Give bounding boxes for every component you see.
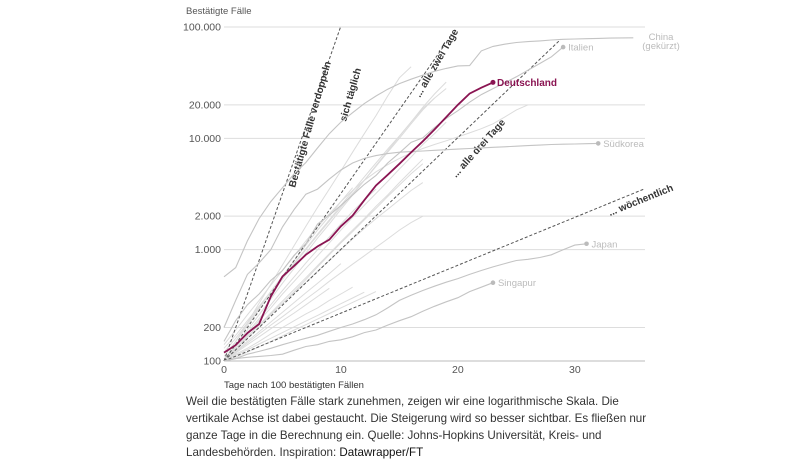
series-line — [223, 243, 587, 362]
series-line — [223, 97, 435, 349]
y-tick-label: 20.000 — [189, 99, 221, 111]
series-label: Südkorea — [603, 139, 644, 150]
series-line — [223, 37, 634, 278]
background-series — [223, 66, 529, 362]
labeled-series: China(gekürzt) Italien Südkorea Japan Singap… — [223, 32, 680, 362]
grid: 100 200 1.000 2.000 10.000 20.000 100.000 0 10 20… — [183, 22, 645, 376]
reference-line — [223, 26, 342, 362]
reference-label-two-days: ... alle zwei Tage — [413, 27, 461, 100]
series-line — [223, 291, 377, 362]
line-chart: Bestätigte Fälle 1002001.0002.00010.0002… — [183, 6, 680, 391]
reference-line — [223, 45, 445, 362]
x-tick-label: 0 — [221, 364, 227, 376]
series-label: China — [649, 32, 675, 43]
series-line — [223, 291, 365, 362]
series-line — [223, 282, 494, 362]
reference-label-daily: Bestätigte Fälle verdoppeln — [287, 60, 334, 189]
series-line — [223, 88, 447, 357]
y-tick-label: 10.000 — [189, 133, 221, 145]
reference-label-weekly: ... wöchentlich — [607, 183, 675, 219]
series-line — [223, 215, 424, 362]
series-end-marker — [490, 280, 496, 286]
series-label-deutschland: Deutschland — [497, 78, 557, 89]
series-line — [223, 163, 424, 362]
y-tick-label: 1.000 — [195, 244, 221, 256]
caption-text: Weil die bestätigten Fälle stark zunehme… — [186, 395, 647, 459]
series-label: Japan — [592, 239, 618, 250]
series-end-marker — [560, 44, 566, 50]
series-line — [223, 104, 529, 346]
x-tick-label: 20 — [452, 364, 464, 376]
series-label-2: (gekürzt) — [642, 41, 679, 52]
x-tick-label: 30 — [569, 364, 581, 376]
series-line — [223, 287, 330, 362]
highlight-series: Deutschland — [223, 78, 557, 354]
y-tick-label: 100.000 — [183, 22, 221, 34]
series-end-marker — [490, 79, 496, 85]
series-end-marker — [595, 141, 601, 146]
y-axis-title: Bestätigte Fälle — [186, 6, 251, 17]
reference-line — [223, 188, 646, 362]
x-axis-title: Tage nach 100 bestätigten Fällen — [224, 380, 364, 391]
x-tick-label: 10 — [335, 364, 347, 376]
series-label: Singapur — [498, 278, 536, 289]
series-line — [223, 66, 412, 362]
series-line-deutschland — [223, 81, 494, 354]
caption: Weil die bestätigten Fälle stark zunehme… — [186, 393, 656, 461]
series-line — [223, 263, 342, 362]
reference-lines: Bestätigte Fälle verdoppeln sich täglich.… — [223, 26, 675, 362]
series-line — [223, 46, 564, 342]
y-tick-label: 100 — [203, 356, 221, 368]
series-label: Italien — [568, 43, 593, 54]
y-tick-label: 2.000 — [195, 211, 221, 223]
series-line — [223, 286, 353, 362]
series-line — [223, 188, 377, 362]
series-end-marker — [584, 241, 589, 247]
inspiration-link[interactable]: Datawrapper/FT — [339, 446, 424, 459]
reference-line — [223, 38, 562, 362]
y-tick-label: 200 — [203, 322, 221, 334]
